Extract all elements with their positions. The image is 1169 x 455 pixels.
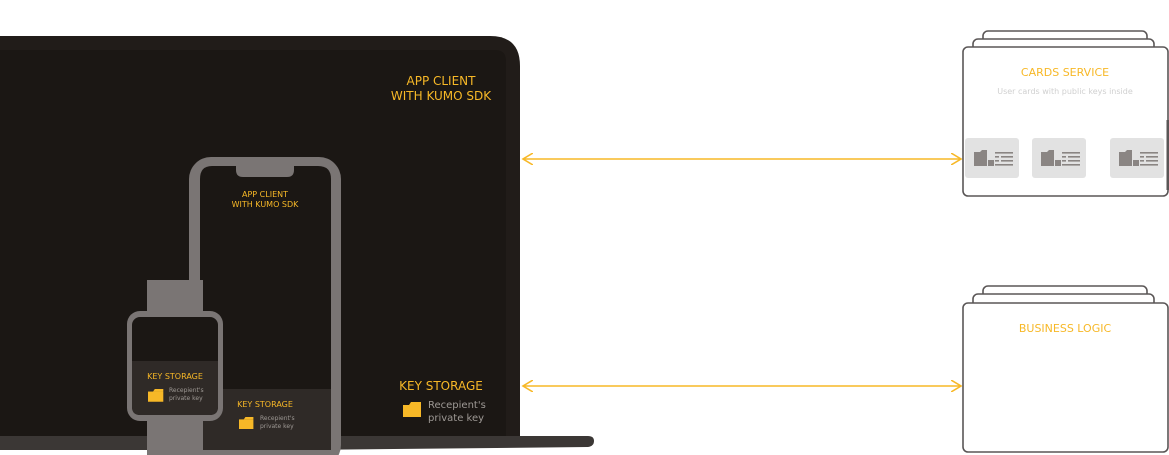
phone-client-line1: APP CLIENT [242, 190, 288, 199]
cards-service-subtitle: User cards with public keys inside [997, 87, 1133, 96]
phone-notch [236, 166, 294, 177]
laptop-key-line1: Recepient's [428, 400, 486, 411]
phone-key-line2: private key [260, 423, 294, 430]
watch-storage-title: KEY STORAGE [147, 372, 203, 381]
business-logic-box [962, 302, 1169, 453]
watch-band-top [147, 280, 203, 316]
watch-key-line1: Recepient's [169, 387, 204, 394]
user-card-icon [1110, 138, 1164, 178]
business-logic-title: BUSINESS LOGIC [1019, 322, 1112, 335]
phone: APP CLIENT WITH KUMO SDK KEY STORAGE Rec… [189, 157, 341, 455]
laptop-client-line2: WITH KUMO SDK [391, 89, 492, 103]
laptop-storage-title: KEY STORAGE [399, 379, 483, 393]
user-card-icon [1032, 138, 1086, 178]
cards-service-title: CARDS SERVICE [1021, 66, 1109, 79]
watch-band-bottom [147, 415, 203, 455]
phone-screen [200, 166, 331, 450]
phone-client-line2: WITH KUMO SDK [232, 200, 300, 209]
watch-key-line2: private key [169, 395, 203, 402]
watch: KEY STORAGE Recepient's private key [127, 280, 223, 455]
phone-key-line1: Recepient's [260, 415, 295, 422]
cards-service-stack: CARDS SERVICE User cards with public key… [962, 30, 1169, 197]
laptop-client-line1: APP CLIENT [407, 74, 477, 88]
business-logic-stack: BUSINESS LOGIC [962, 285, 1169, 453]
phone-storage-title: KEY STORAGE [237, 400, 293, 409]
laptop-key-line2: private key [428, 413, 484, 424]
user-card-icon [965, 138, 1019, 178]
